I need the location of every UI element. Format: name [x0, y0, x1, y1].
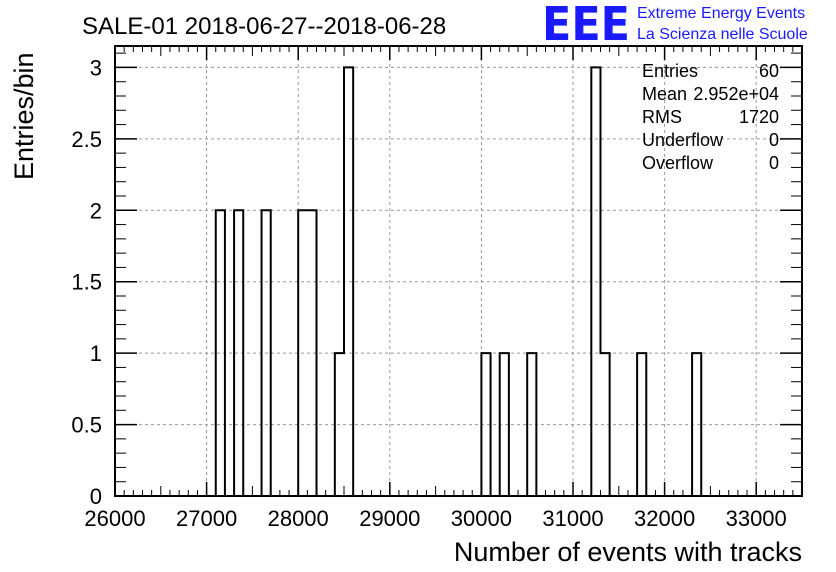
axis-ticks: 26000 27000 28000 29000 30000 31000 32000 33000… [71, 46, 803, 531]
stats-value: 0 [769, 130, 779, 150]
grid-lines [115, 46, 802, 496]
stats-value: 2.952e+04 [693, 84, 779, 104]
y-tick-label: 1.5 [71, 270, 102, 295]
y-tick-label: 3 [90, 55, 102, 80]
stats-label: RMS [642, 107, 682, 127]
x-tick-label: 33000 [726, 506, 787, 531]
x-tick-label: 32000 [634, 506, 695, 531]
x-tick-label: 31000 [542, 506, 603, 531]
x-tick-label: 30000 [451, 506, 512, 531]
stats-value: 1720 [739, 107, 779, 127]
plot-frame [114, 45, 803, 497]
logo-line-2: La Scienza nelle Scuole [637, 26, 808, 43]
chart-title: SALE-01 2018-06-27--2018-06-28 [82, 13, 446, 40]
x-tick-label: 26000 [84, 506, 145, 531]
x-tick-label: 29000 [359, 506, 420, 531]
stats-label: Overflow [642, 153, 714, 173]
y-tick-label: 2.5 [71, 127, 102, 152]
x-axis-label: Number of events with tracks [454, 537, 802, 567]
eee-logo: EEE Extreme Energy Events La Scienza nel… [542, 0, 808, 51]
x-tick-label: 27000 [176, 506, 237, 531]
y-tick-label: 2 [90, 198, 102, 223]
stats-box: Entries 60 Mean 2.952e+04 RMS 1720 Underflow 0 O… [642, 61, 779, 173]
stats-label: Underflow [642, 130, 724, 150]
y-tick-label: 0 [90, 484, 102, 509]
eee-logo-letters: EEE [542, 0, 630, 51]
y-axis-label: Entries/bin [9, 52, 39, 180]
stats-value: 0 [769, 153, 779, 173]
stats-value: 60 [759, 61, 779, 81]
y-tick-label: 0.5 [71, 413, 102, 438]
y-tick-label: 1 [90, 341, 102, 366]
logo-line-1: Extreme Energy Events [637, 5, 805, 22]
x-tick-label: 28000 [268, 506, 329, 531]
stats-label: Mean [642, 84, 687, 104]
stats-label: Entries [642, 61, 698, 81]
